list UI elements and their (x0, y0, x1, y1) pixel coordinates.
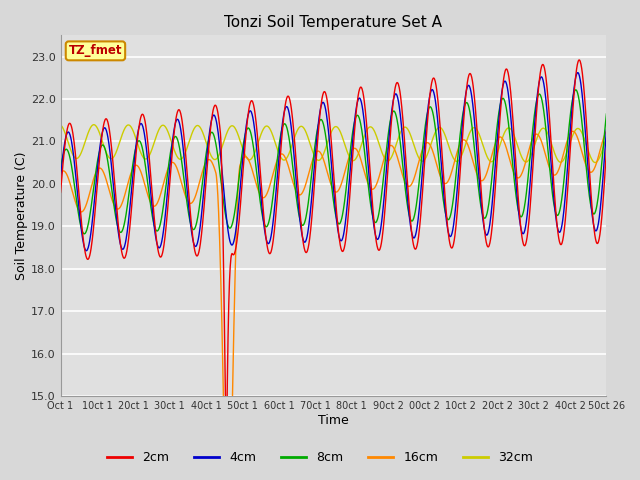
Text: TZ_fmet: TZ_fmet (68, 44, 122, 57)
Y-axis label: Soil Temperature (C): Soil Temperature (C) (15, 151, 28, 280)
X-axis label: Time: Time (318, 414, 349, 427)
Legend: 2cm, 4cm, 8cm, 16cm, 32cm: 2cm, 4cm, 8cm, 16cm, 32cm (102, 446, 538, 469)
Title: Tonzi Soil Temperature Set A: Tonzi Soil Temperature Set A (225, 15, 442, 30)
